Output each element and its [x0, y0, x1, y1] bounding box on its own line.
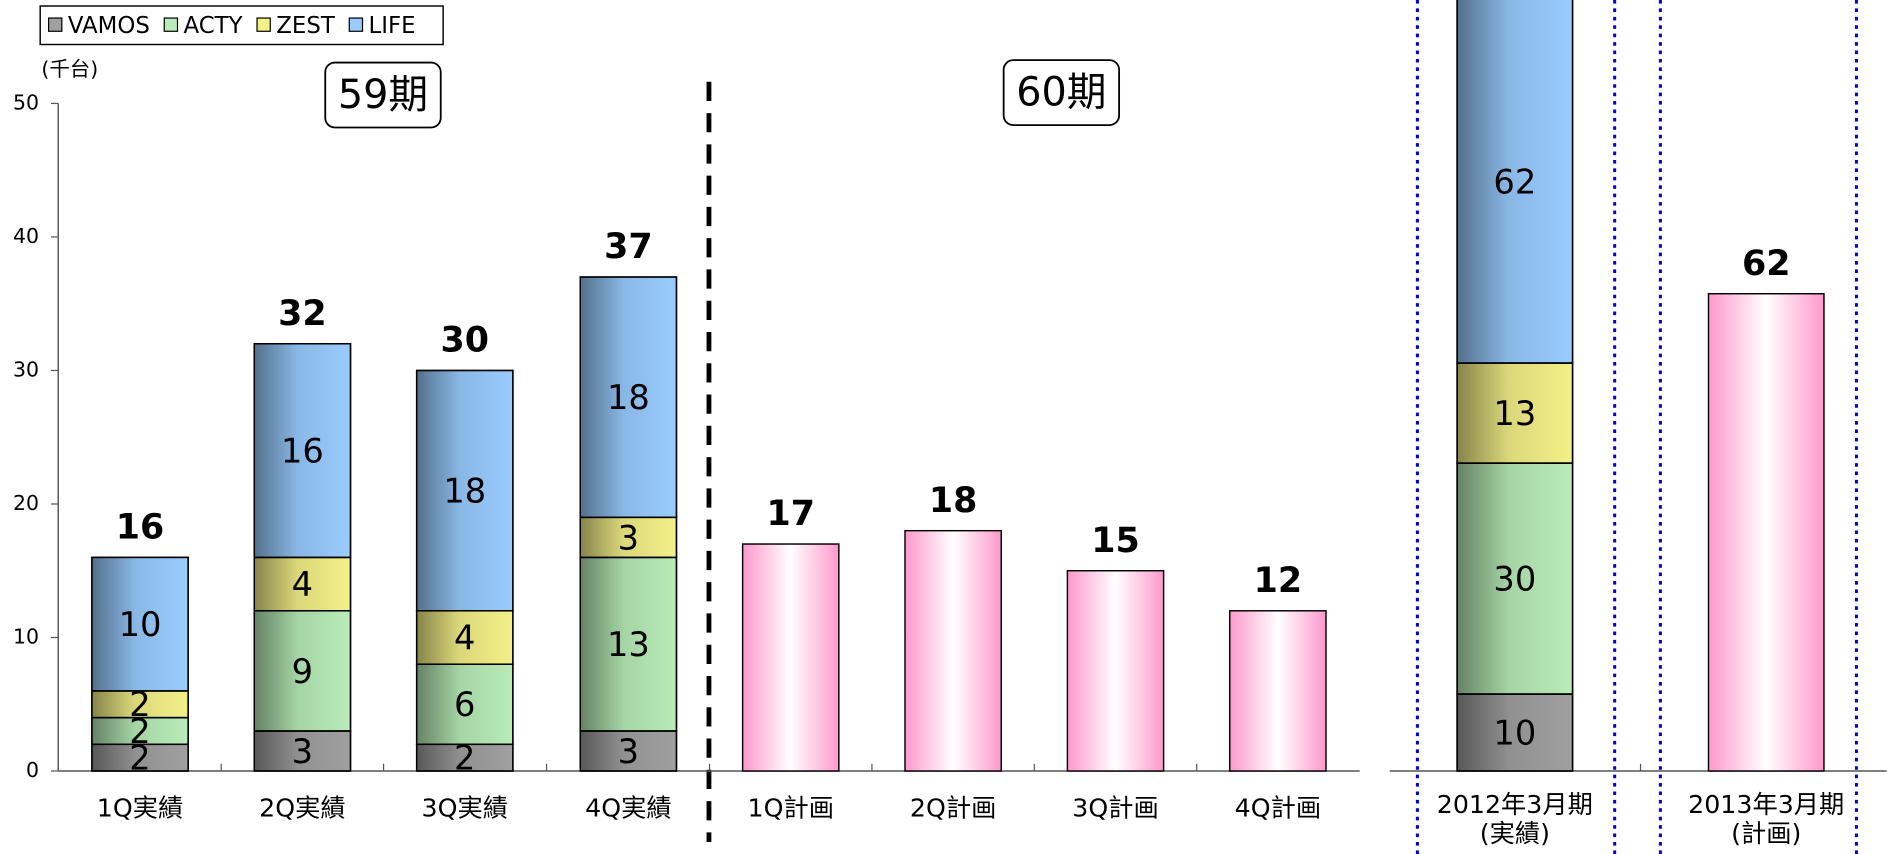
bar	[1229, 610, 1327, 772]
data-label: 18	[929, 481, 978, 521]
bar	[904, 529, 1002, 772]
bar-shade	[91, 743, 189, 772]
annotation-box	[324, 61, 442, 129]
data-label: 3	[292, 732, 313, 771]
x-tick-label: 2013年3月期(計画)	[1688, 790, 1844, 848]
data-label: 9	[292, 652, 313, 691]
bar-shade	[579, 276, 678, 519]
bar-shade	[91, 556, 189, 692]
bar-shade	[1456, 462, 1574, 695]
bar-shade	[253, 343, 352, 559]
data-label: 2	[454, 739, 475, 778]
bar-shade	[579, 516, 678, 559]
data-label: 16	[281, 431, 324, 470]
bar-shade	[415, 610, 514, 665]
data-label: 13	[1493, 394, 1536, 433]
annotation: 59期	[338, 72, 428, 118]
data-label: 17	[766, 494, 815, 534]
data-label: 2	[129, 739, 150, 778]
data-label: 30	[1493, 559, 1536, 598]
y-tick-label: 50	[13, 90, 39, 114]
data-label: 4	[292, 565, 313, 604]
bar-shade	[253, 610, 352, 732]
data-label: 13	[607, 625, 650, 664]
bar-shade	[1456, 693, 1574, 772]
data-label: 10	[119, 605, 162, 644]
x-tick-label: 1Q実績	[97, 793, 183, 822]
total-label: 32	[278, 294, 327, 334]
bar-shade	[579, 556, 678, 732]
total-label: 16	[116, 508, 165, 548]
x-tick-label: 4Q計画	[1235, 793, 1321, 822]
legend-swatch	[48, 17, 63, 32]
bar	[1066, 570, 1165, 772]
x-tick-label: 3Q実績	[422, 793, 508, 822]
data-label: 18	[607, 378, 650, 417]
legend-label: VAMOS	[68, 13, 150, 39]
total-label: 37	[604, 227, 653, 267]
data-label: 18	[443, 472, 486, 511]
legend-swatch	[256, 17, 271, 32]
data-label: 12	[1254, 561, 1303, 601]
annotation: 60期	[1016, 70, 1106, 116]
data-label: 10	[1493, 713, 1536, 752]
y-tick-label: 30	[13, 357, 39, 381]
y-tick-label: 20	[13, 491, 39, 515]
bar-shade	[1456, 0, 1574, 364]
data-label: 62	[1742, 244, 1791, 284]
data-label: 2	[129, 685, 150, 724]
bar-shade	[91, 690, 189, 719]
data-label: 15	[1091, 521, 1140, 561]
x-tick-label: 2Q計画	[910, 793, 996, 822]
total-label: 30	[441, 321, 490, 361]
data-label: 62	[1493, 162, 1536, 201]
y-tick-label: 40	[13, 224, 39, 248]
legend-label: ZEST	[276, 13, 336, 39]
x-tick-label: 3Q計画	[1072, 793, 1158, 822]
legend-label: LIFE	[369, 13, 416, 39]
bar-shade	[415, 369, 514, 612]
data-label: 2	[129, 712, 150, 751]
x-tick-label: 2012年3月期(実績)	[1437, 790, 1593, 848]
y-tick-label: 0	[26, 758, 39, 782]
data-label: 6	[454, 685, 475, 724]
data-label: 3	[618, 732, 639, 771]
bar	[1707, 293, 1825, 772]
data-label: 4	[454, 618, 475, 657]
x-tick-label: 4Q実績	[585, 793, 671, 822]
bar-shade	[253, 556, 352, 612]
legend-label: ACTY	[184, 13, 243, 39]
bar-shade	[1456, 362, 1574, 464]
unit-label: (千台)	[41, 57, 98, 81]
x-tick-label: 1Q計画	[748, 793, 834, 822]
y-tick-label: 10	[13, 624, 39, 648]
bar-shade	[253, 730, 352, 772]
annotation-box	[1002, 59, 1121, 126]
data-label: 3	[618, 518, 639, 557]
bar	[741, 543, 840, 772]
legend-box	[39, 5, 444, 46]
legend-swatch	[163, 17, 179, 32]
x-tick-label: 2Q実績	[259, 793, 345, 822]
legend-swatch	[348, 17, 364, 32]
